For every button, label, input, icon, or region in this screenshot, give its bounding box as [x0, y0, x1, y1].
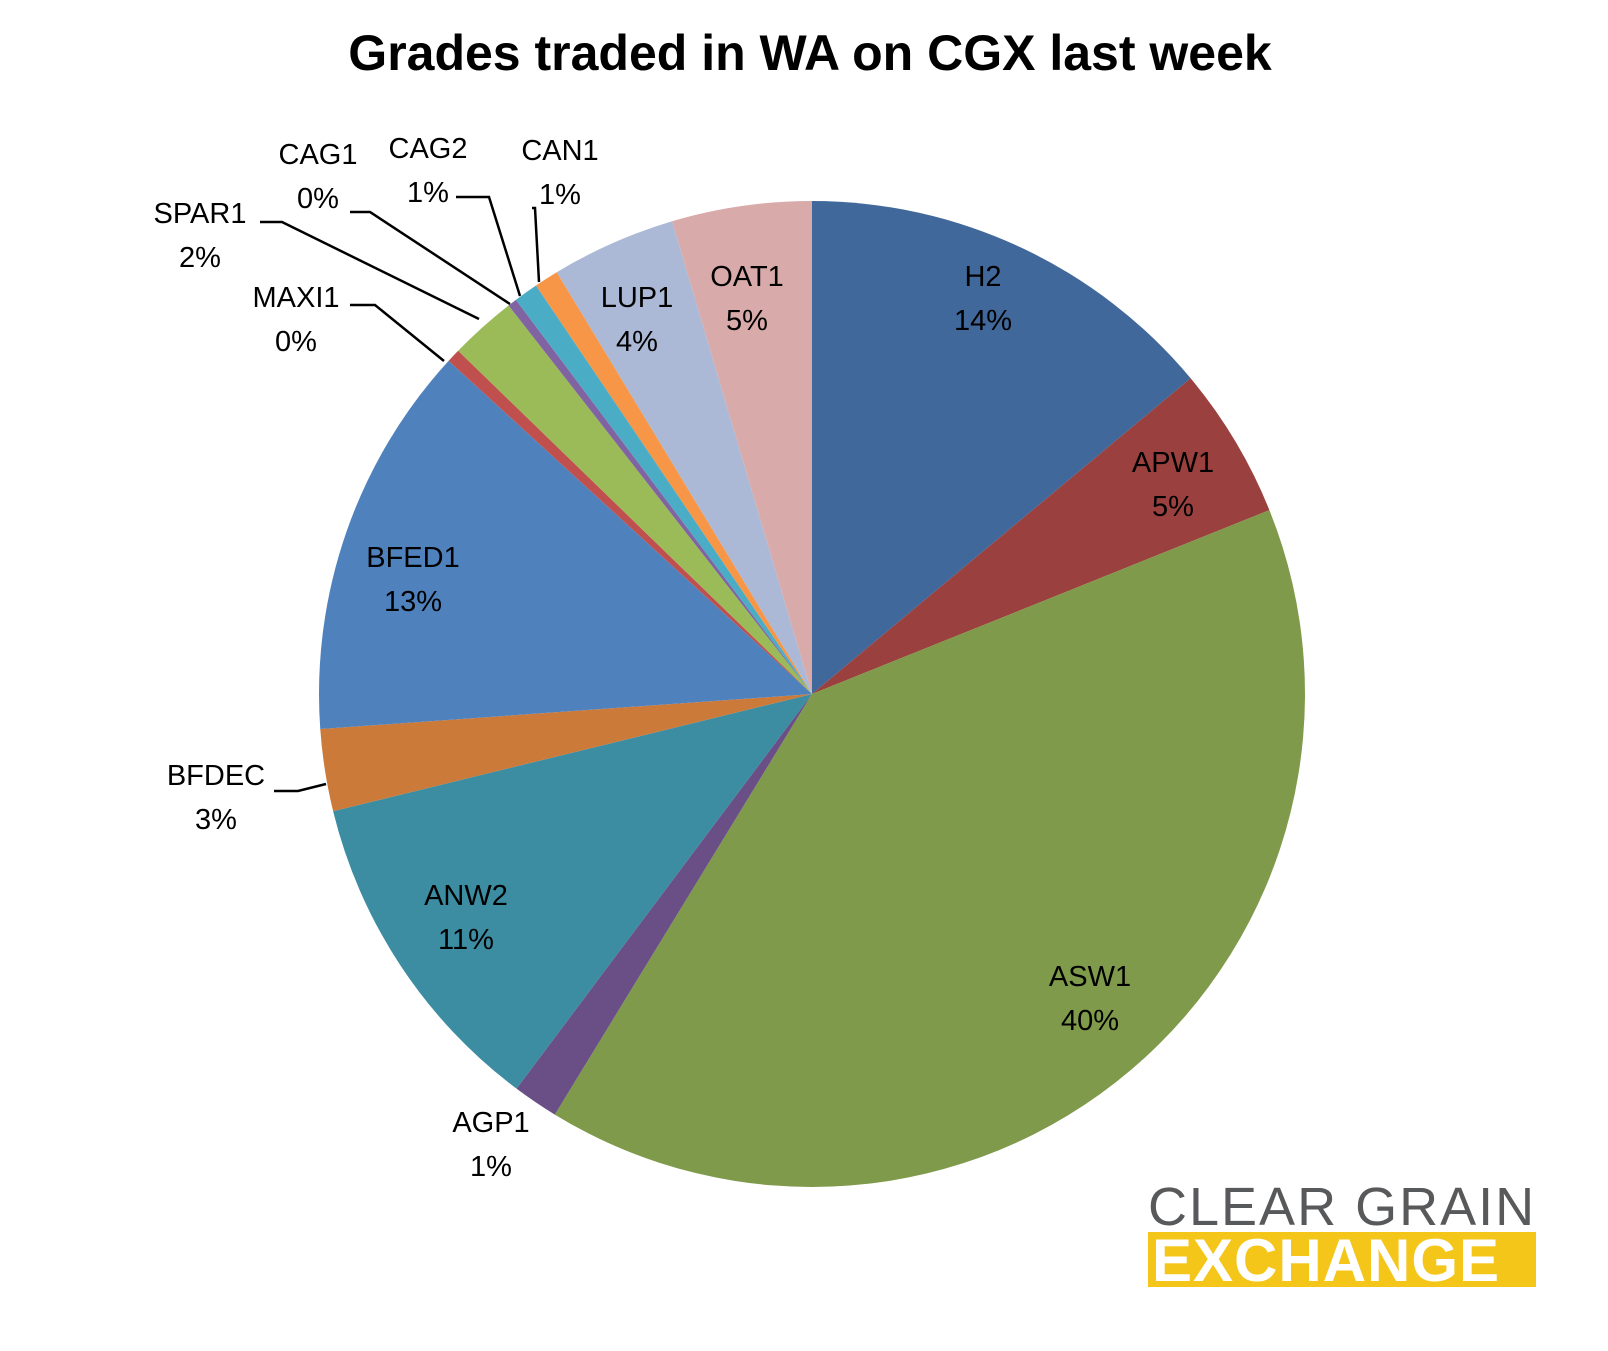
chart-title: Grades traded in WA on CGX last week: [348, 25, 1272, 81]
slice-name-label: LUP1: [601, 282, 674, 314]
leader-line-cag2: [456, 197, 520, 296]
pie-slices: [319, 201, 1305, 1187]
slice-name-label: H2: [964, 261, 1001, 293]
slice-name-label: CAG1: [279, 139, 358, 171]
slice-name-label: ANW2: [424, 880, 508, 912]
slice-percent-label: 0%: [297, 183, 339, 215]
slice-percent-label: 1%: [470, 1151, 512, 1183]
slice-name-label: ASW1: [1049, 961, 1131, 993]
slice-percent-label: 0%: [275, 326, 317, 358]
slice-name-label: OAT1: [710, 261, 784, 293]
leader-line-can1: [532, 208, 539, 282]
slice-name-label: BFDEC: [167, 760, 265, 792]
slice-percent-label: 1%: [539, 179, 581, 211]
label-cag2: CAG2 1%: [389, 133, 468, 209]
label-spar1: SPAR1 2%: [154, 198, 247, 274]
logo-line2: EXCHANGE: [1152, 1227, 1500, 1294]
label-bfdec: BFDEC 3%: [167, 760, 265, 836]
slice-percent-label: 5%: [726, 305, 768, 337]
slice-name-label: APW1: [1132, 447, 1214, 479]
slice-name-label: CAN1: [521, 135, 598, 167]
slice-percent-label: 5%: [1152, 491, 1194, 523]
slice-percent-label: 13%: [384, 586, 442, 618]
clear-grain-exchange-logo: CLEAR GRAIN EXCHANGE: [1148, 1177, 1536, 1294]
slice-name-label: MAXI1: [252, 282, 339, 314]
slice-name-label: CAG2: [389, 133, 468, 165]
slice-percent-label: 1%: [407, 177, 449, 209]
slice-percent-label: 40%: [1061, 1005, 1119, 1037]
label-cag1: CAG1 0%: [279, 139, 358, 215]
slice-name-label: SPAR1: [154, 198, 247, 230]
slice-percent-label: 14%: [954, 305, 1012, 337]
leader-line-maxi1: [350, 305, 444, 361]
slice-percent-label: 3%: [195, 804, 237, 836]
slice-percent-label: 2%: [179, 242, 221, 274]
label-maxi1: MAXI1 0%: [252, 282, 339, 358]
slice-name-label: BFED1: [366, 542, 459, 574]
label-can1: CAN1 1%: [521, 135, 598, 211]
slice-name-label: AGP1: [452, 1107, 529, 1139]
leader-line-bfdec: [274, 784, 326, 791]
leader-line-cag1: [350, 212, 510, 304]
slice-percent-label: 11%: [438, 924, 494, 956]
slice-percent-label: 4%: [616, 326, 658, 358]
label-agp1: AGP1 1%: [452, 1107, 529, 1183]
